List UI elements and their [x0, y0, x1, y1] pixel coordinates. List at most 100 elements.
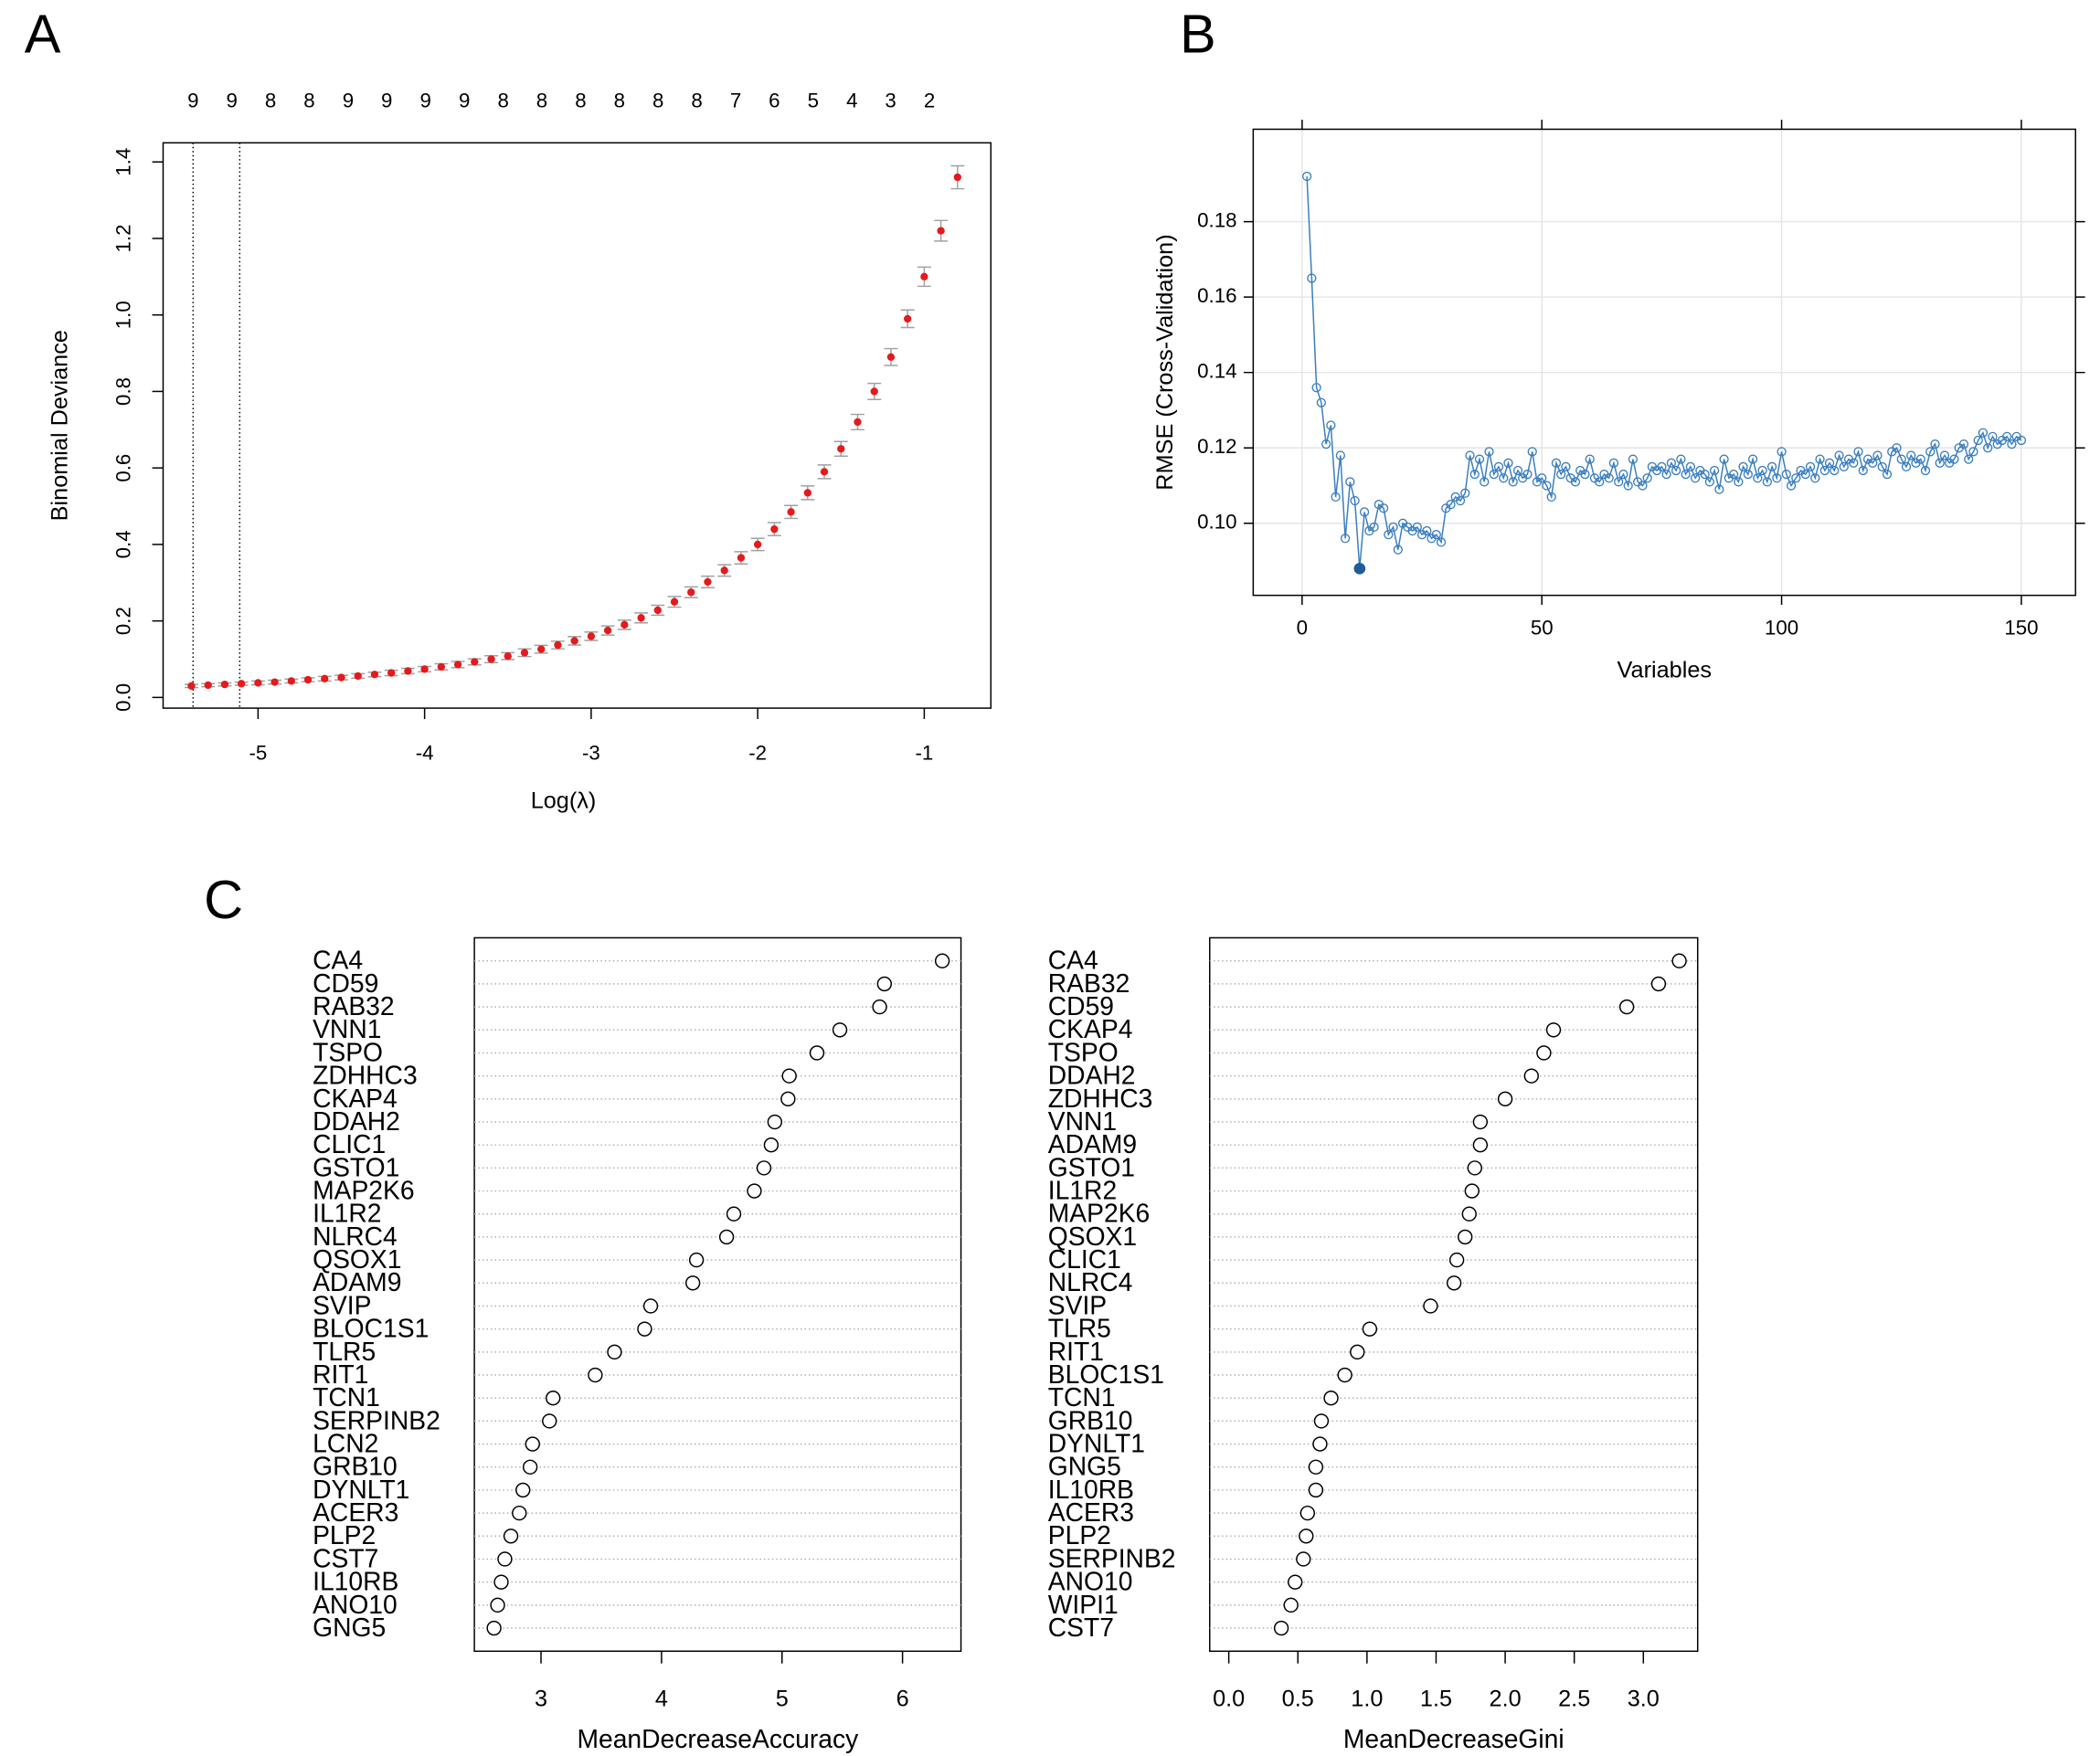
point — [1671, 953, 1687, 968]
point — [204, 681, 212, 690]
point — [1604, 473, 1614, 483]
x-tick-label: -2 — [748, 742, 767, 765]
category-label: ADAM9 — [1048, 1129, 1137, 1158]
point — [1585, 454, 1595, 464]
point — [1657, 461, 1667, 472]
category-label: TLR5 — [313, 1337, 376, 1366]
point — [1455, 495, 1466, 506]
category-label: IL10RB — [313, 1567, 398, 1596]
point — [1345, 477, 1355, 487]
y-axis-title: Binomial Deviance — [48, 330, 73, 521]
point — [493, 1574, 509, 1590]
top-axis-label: 9 — [381, 90, 392, 112]
x-tick-label: 0 — [1297, 617, 1308, 640]
point — [1638, 481, 1648, 491]
point — [1493, 461, 1504, 472]
point — [537, 645, 546, 653]
x-tick-label: -3 — [582, 742, 600, 765]
point — [404, 667, 412, 675]
point — [854, 418, 862, 427]
top-axis-label: 9 — [459, 90, 470, 112]
point — [1892, 443, 1902, 453]
point — [497, 1551, 513, 1567]
point — [1537, 473, 1547, 483]
point — [1311, 383, 1321, 393]
plot-box — [1252, 128, 2076, 597]
x-axis-title: Log(λ) — [531, 788, 597, 813]
point — [1849, 458, 1859, 468]
point — [1545, 1022, 1562, 1038]
point — [876, 976, 893, 992]
category-label: CD59 — [1048, 991, 1114, 1021]
category-label: RIT1 — [1048, 1337, 1104, 1366]
y-tick-label: 0.18 — [1197, 208, 1236, 231]
point — [1762, 477, 1772, 487]
point — [1446, 500, 1456, 510]
category-label: GSTO1 — [1048, 1152, 1135, 1181]
point — [1805, 461, 1816, 472]
category-label: CLIC1 — [1048, 1244, 1121, 1274]
point — [520, 649, 529, 657]
point — [1915, 454, 1925, 464]
point — [1340, 534, 1351, 544]
category-label: RIT1 — [313, 1359, 368, 1389]
point — [1472, 1137, 1489, 1153]
y-tick-label: 1.0 — [112, 301, 135, 329]
category-label: ACER3 — [1048, 1497, 1134, 1527]
point — [787, 508, 795, 516]
point — [1691, 473, 1701, 483]
point — [220, 680, 229, 689]
point — [2002, 431, 2012, 441]
plot-box — [162, 142, 992, 709]
point — [187, 682, 196, 690]
point — [512, 1505, 527, 1521]
x-tick-label: 6 — [896, 1687, 909, 1712]
point — [1614, 477, 1624, 487]
panel-label: A — [25, 4, 61, 65]
top-axis-label: 8 — [497, 90, 508, 112]
point — [1623, 481, 1633, 491]
point — [2016, 435, 2027, 446]
category-label: IL10RB — [1048, 1475, 1134, 1504]
point — [1834, 450, 1844, 460]
point — [704, 577, 712, 587]
point — [1353, 562, 1366, 575]
point — [1378, 503, 1389, 513]
point — [1973, 435, 1983, 446]
top-axis-label: 6 — [769, 90, 780, 112]
top-axis-label: 8 — [536, 90, 547, 112]
point — [471, 658, 479, 666]
x-tick-label: 2.0 — [1490, 1687, 1522, 1712]
point — [287, 677, 295, 685]
y-tick-label: 0.10 — [1197, 511, 1236, 534]
point — [1301, 171, 1312, 182]
point — [1988, 431, 1998, 441]
point — [953, 173, 962, 182]
point — [1810, 473, 1820, 483]
point — [1350, 1344, 1365, 1360]
point — [1920, 465, 1931, 476]
category-label: GSTO1 — [313, 1152, 399, 1181]
category-label: QSOX1 — [1048, 1222, 1137, 1251]
category-label: DDAH2 — [313, 1106, 400, 1136]
category-label: IL1R2 — [1048, 1176, 1117, 1205]
point — [486, 1620, 502, 1636]
point — [1753, 473, 1763, 483]
category-label: TCN1 — [1048, 1382, 1116, 1412]
category-label: ANO10 — [313, 1590, 398, 1619]
point — [1839, 461, 1849, 472]
category-label: ZDHHC3 — [1048, 1084, 1153, 1113]
category-label: ADAM9 — [313, 1267, 401, 1296]
category-label: GNG5 — [313, 1613, 386, 1642]
top-axis-label: 8 — [575, 90, 586, 112]
panel-label: B — [1180, 4, 1216, 65]
category-label: CA4 — [313, 946, 363, 975]
point — [525, 1436, 540, 1452]
panel-label: C — [204, 869, 243, 930]
point — [1316, 397, 1327, 407]
top-axis-label: 8 — [265, 90, 276, 112]
point — [1388, 522, 1398, 533]
point — [781, 1068, 797, 1084]
